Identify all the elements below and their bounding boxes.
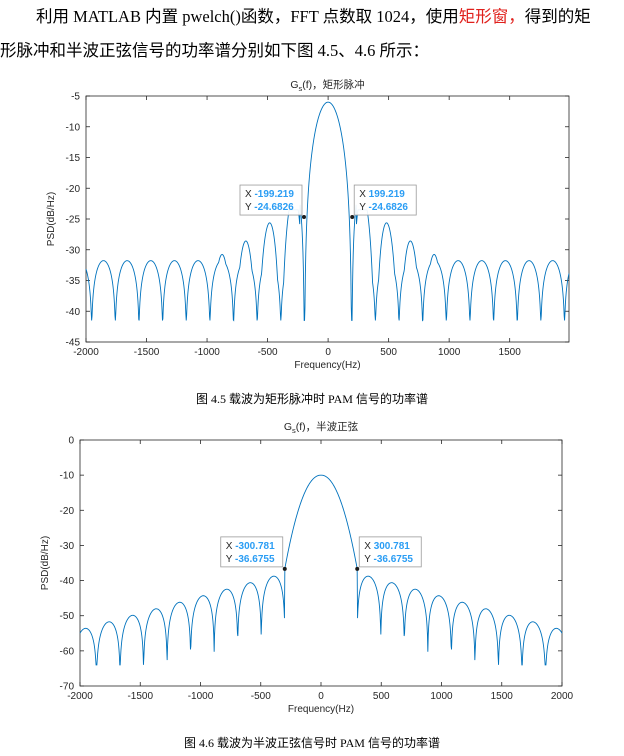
- y-tick-label: -10: [66, 122, 81, 133]
- x-tick-label: 1000: [438, 347, 461, 358]
- y-axis-label: PSD(dB/Hz): [40, 536, 51, 590]
- x-tick-label: 1500: [499, 347, 522, 358]
- y-tick-label: -45: [66, 338, 81, 349]
- figure-caption-4-6: 图 4.6 载波为半波正弦信号时 PAM 信号的功率谱: [184, 736, 440, 750]
- x-tick-label: -500: [258, 347, 278, 358]
- datatip-marker: [350, 215, 355, 220]
- y-tick-label: 0: [68, 436, 74, 447]
- datatip-y: Y -24.6826: [245, 202, 294, 213]
- chart-title: Gs(f)，矩形脉冲: [290, 78, 364, 93]
- y-tick-label: -15: [66, 153, 81, 164]
- x-tick-label: 1500: [491, 691, 514, 702]
- psd-chart-rect-pulse: Gs(f)，矩形脉冲 -2000 -1500 -1000 -500 0 500 1000 150…: [46, 78, 570, 371]
- x-tick-label: 0: [325, 347, 331, 358]
- datatip-x: X -300.781: [226, 541, 275, 552]
- x-tick-label: -1500: [127, 691, 153, 702]
- x-tick-label: 500: [380, 347, 397, 358]
- y-tick-label: -30: [66, 245, 81, 256]
- x-tick-label: 500: [373, 691, 390, 702]
- y-tick-label: -35: [66, 276, 81, 287]
- x-tick-label: -1000: [188, 691, 214, 702]
- paragraph-text: 利用 MATLAB 内置 pwelch()函数，FFT 点数取 1024，使用: [36, 7, 459, 26]
- x-tick-label: -500: [251, 691, 271, 702]
- datatip-marker: [355, 566, 360, 571]
- datatip-marker: [282, 566, 287, 571]
- y-tick-label: -25: [66, 215, 81, 226]
- x-axis-label: Frequency(Hz): [294, 360, 360, 371]
- chart-title: Gs(f)，半波正弦: [284, 420, 359, 435]
- figure-caption-4-5: 图 4.5 载波为矩形脉冲时 PAM 信号的功率谱: [196, 392, 428, 406]
- highlighted-text: 矩形窗，: [458, 7, 525, 26]
- axes-box: [85, 95, 570, 343]
- x-tick-label: 2000: [551, 691, 574, 702]
- datatip-x: X 199.219: [359, 189, 405, 200]
- psd-series-line: [85, 101, 570, 322]
- psd-chart-half-sine: Gs(f)，半波正弦-2000 -1500 -1000 -500 0 500 1000 150…: [40, 420, 574, 715]
- y-tick-label: -60: [60, 646, 75, 657]
- x-tick-label: -1500: [134, 347, 160, 358]
- datatip-x: X -199.219: [245, 189, 294, 200]
- paragraph-line-2: 形脉冲和半波正弦信号的功率谱分别如下图 4.5、4.6 所示：: [0, 41, 429, 60]
- datatip-y: Y -24.6826: [359, 202, 408, 213]
- y-axis-label: PSD(dB/Hz): [46, 192, 57, 246]
- datatip-marker: [301, 215, 306, 220]
- datatip-box: [358, 536, 422, 568]
- psd-series-line: [79, 474, 563, 666]
- y-tick-label: -40: [60, 576, 75, 587]
- axes-box: [79, 439, 563, 687]
- y-tick-label: -40: [66, 307, 81, 318]
- y-tick-label: -20: [60, 506, 75, 517]
- x-tick-label: -2000: [73, 347, 99, 358]
- x-axis-label: Frequency(Hz): [288, 704, 354, 715]
- datatip-box: [220, 536, 284, 568]
- datatip-box: [353, 184, 417, 216]
- paragraph-text-end: 得到的矩: [524, 7, 591, 26]
- y-tick-label: -5: [71, 92, 80, 103]
- x-tick-label: 0: [318, 691, 324, 702]
- datatip-box: [239, 184, 303, 216]
- y-tick-label: -30: [60, 541, 75, 552]
- datatip-y: Y -36.6755: [226, 554, 275, 565]
- x-tick-label: 1000: [430, 691, 453, 702]
- y-tick-label: -20: [66, 184, 81, 195]
- datatip-y: Y -36.6755: [364, 554, 413, 565]
- x-tick-label: -1000: [194, 347, 220, 358]
- y-tick-label: -70: [60, 682, 75, 693]
- y-tick-label: -50: [60, 611, 75, 622]
- datatip-x: X 300.781: [364, 541, 410, 552]
- y-tick-label: -10: [60, 471, 75, 482]
- x-tick-label: -2000: [67, 691, 93, 702]
- paragraph-line-1: 利用 MATLAB 内置 pwelch()函数，FFT 点数取 1024，使用矩…: [36, 0, 591, 34]
